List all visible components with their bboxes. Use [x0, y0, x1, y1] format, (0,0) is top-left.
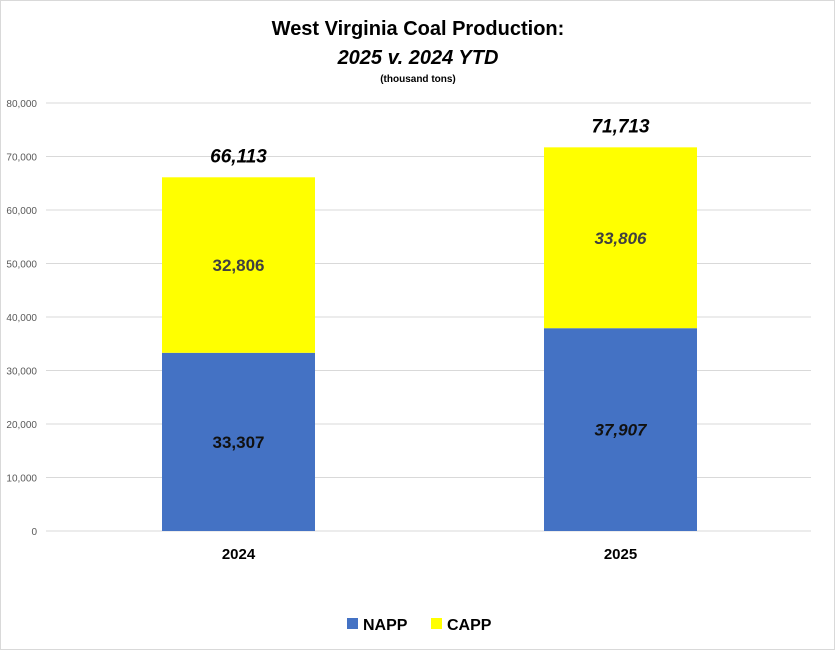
legend-swatch-napp: [347, 618, 358, 629]
y-tick-label: 80,000: [6, 99, 37, 110]
y-tick-label: 50,000: [6, 260, 37, 271]
legend-label: CAPP: [447, 617, 492, 634]
y-tick-label: 20,000: [6, 420, 37, 431]
chart-title: West Virginia Coal Production:: [272, 18, 565, 40]
units-note: (thousand tons): [380, 74, 456, 85]
bar-napp-2025: [544, 328, 697, 531]
data-label: 33,307: [213, 433, 265, 452]
y-tick-label: 40,000: [6, 313, 37, 324]
x-tick-label: 2025: [604, 546, 637, 563]
y-tick-label: 0: [31, 527, 37, 538]
bar-capp-2025: [544, 147, 697, 329]
bar-capp-2024: [162, 177, 315, 353]
y-tick-label: 70,000: [6, 153, 37, 164]
total-label: 66,113: [210, 146, 267, 167]
bar-napp-2024: [162, 352, 315, 531]
y-tick-label: 10,000: [6, 474, 37, 485]
data-label: 33,806: [595, 229, 648, 248]
chart-subtitle: 2025 v. 2024 YTD: [337, 47, 499, 69]
total-label: 71,713: [591, 116, 650, 137]
y-tick-label: 60,000: [6, 206, 37, 217]
data-label: 32,806: [213, 256, 265, 275]
y-tick-label: 30,000: [6, 367, 37, 378]
data-label: 37,907: [595, 421, 649, 440]
legend-label: NAPP: [363, 617, 408, 634]
x-tick-label: 2024: [222, 546, 256, 563]
legend-swatch-capp: [431, 618, 442, 629]
